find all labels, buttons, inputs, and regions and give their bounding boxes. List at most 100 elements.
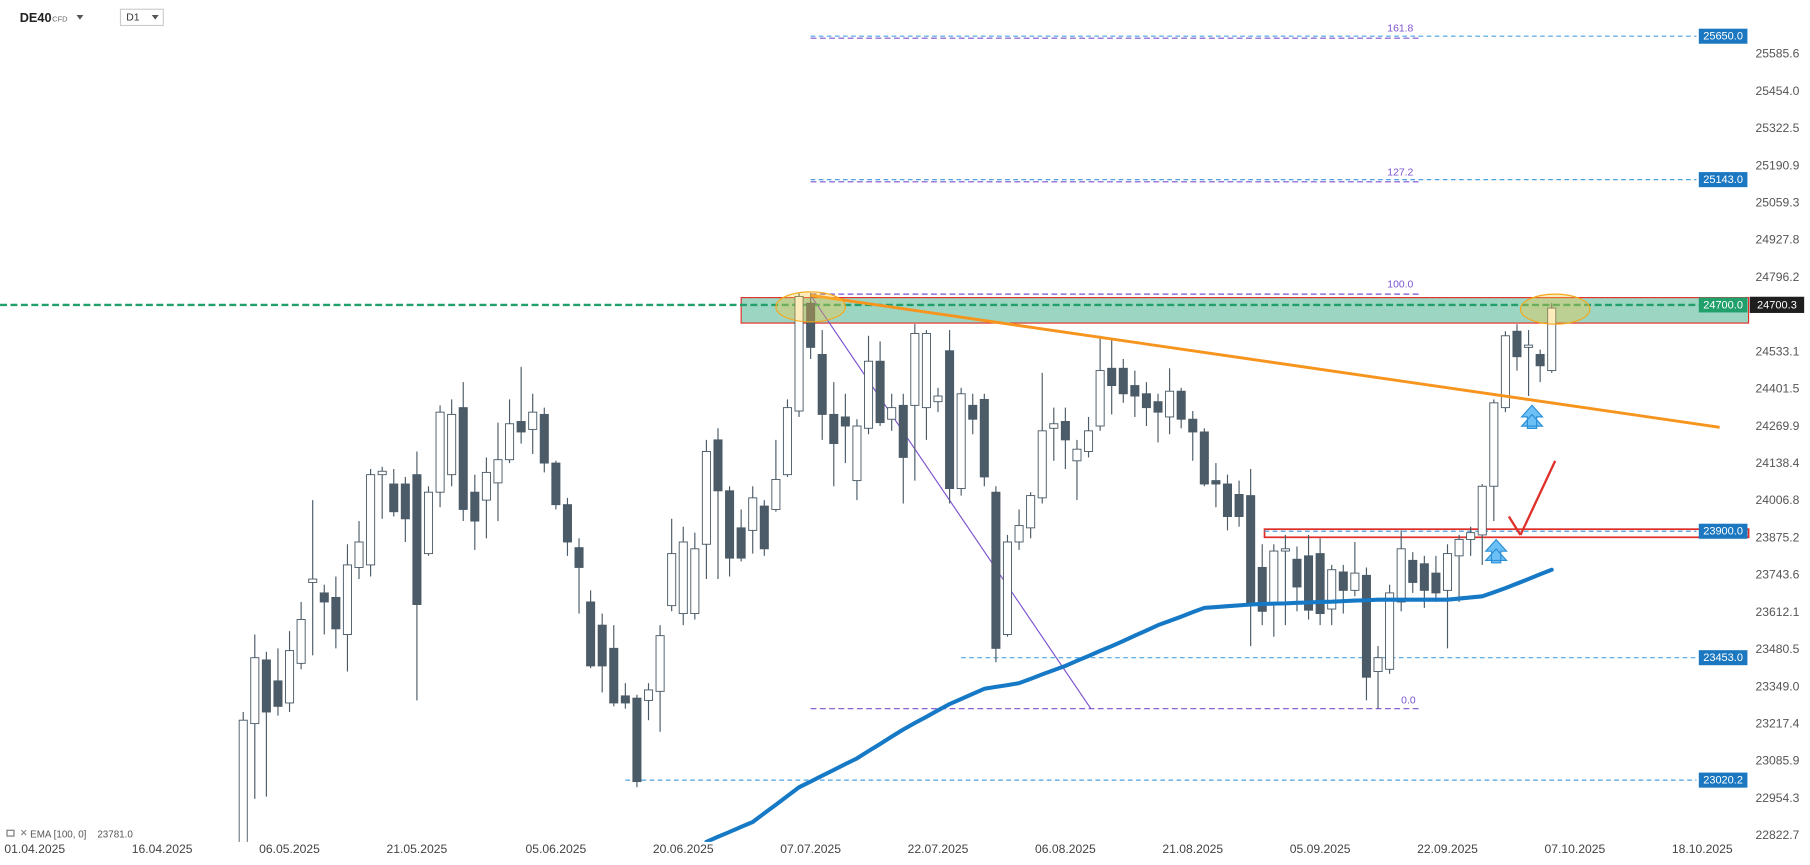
candle-body [342, 564, 352, 635]
candle-body [1327, 569, 1337, 610]
price-tag-label: 24700.0 [1703, 299, 1743, 311]
dropdown-icon[interactable] [76, 15, 84, 20]
candle-body [1002, 541, 1012, 635]
candle-body [1419, 563, 1429, 591]
candle-body [1373, 657, 1383, 673]
y-tick-label: 23612.1 [1756, 605, 1800, 619]
candle-body [1153, 401, 1163, 413]
candle-body [759, 505, 769, 550]
y-tick-label: 23743.6 [1756, 568, 1800, 582]
candle-body [1049, 423, 1059, 429]
y-tick-label: 22954.3 [1756, 791, 1800, 805]
y-tick-label: 23217.4 [1756, 717, 1800, 731]
current-price-label: 24700.3 [1757, 299, 1797, 311]
y-tick-label: 24796.2 [1756, 270, 1800, 284]
candle-body [586, 601, 596, 667]
symbol-selector[interactable]: DE40 CFD [20, 10, 84, 25]
y-tick-label: 24138.4 [1756, 456, 1800, 470]
symbol[interactable]: DE40 [20, 10, 52, 25]
up-arrow [1484, 538, 1508, 564]
candle-body [933, 395, 943, 403]
resistance-zone [740, 297, 1750, 324]
candle-body [1269, 550, 1279, 605]
candle-body [250, 657, 260, 725]
candle-body [1188, 418, 1198, 433]
candle-body [1547, 307, 1557, 372]
candle-body [1246, 495, 1256, 605]
y-tick-label: 24927.8 [1756, 233, 1800, 247]
x-tick-label: 22.09.2025 [1417, 842, 1478, 856]
candle-body [806, 302, 816, 348]
x-tick-label: 16.04.2025 [132, 842, 193, 856]
price-tag-label: 23900.0 [1703, 526, 1743, 538]
candle-body [829, 413, 839, 445]
candle-body [887, 407, 897, 420]
y-tick-label: 23349.0 [1756, 679, 1800, 693]
down-arrow [1507, 460, 1557, 536]
x-tick-label: 21.08.2025 [1162, 842, 1223, 856]
candle-body [1477, 485, 1487, 536]
candle-body [875, 360, 885, 424]
candle-body [516, 421, 526, 433]
timeframe-box[interactable] [119, 8, 164, 27]
x-tick-label: 21.05.2025 [387, 842, 448, 856]
candle-body [1292, 558, 1302, 588]
x-tick-label: 06.05.2025 [259, 842, 320, 856]
candle-body [1084, 430, 1094, 452]
candle-body [528, 411, 538, 430]
fib-label: 0.0 [1401, 695, 1416, 706]
candle-body [1361, 574, 1371, 678]
candle-body [1454, 538, 1464, 557]
candle-body [412, 474, 422, 605]
x-tick-label: 22.07.2025 [908, 842, 969, 856]
fib-label: 100.0 [1387, 280, 1413, 291]
candle-body [1211, 480, 1221, 485]
candle-body [1535, 353, 1545, 367]
candle-body [678, 541, 688, 615]
legend-icon: ✕ [20, 828, 28, 838]
candle-body [898, 404, 908, 458]
candle-body [354, 541, 364, 568]
candle-body [261, 659, 271, 713]
candle-body [852, 425, 862, 482]
highlight-ellipse [775, 291, 846, 323]
candle-body [273, 680, 283, 707]
x-tick-label: 20.06.2025 [653, 842, 714, 856]
candle-body [864, 360, 874, 429]
timeframe-selector[interactable]: D1 [119, 8, 164, 27]
price-tag-label: 23020.2 [1703, 775, 1743, 787]
trend-line [810, 294, 1092, 709]
dropdown-icon[interactable] [151, 15, 159, 20]
candle-body [1107, 367, 1117, 387]
candle-body [945, 350, 955, 489]
indicator-value: 23781.0 [97, 829, 133, 840]
candle-body [1396, 548, 1406, 603]
candle-body [493, 459, 503, 484]
price-tag-label: 23453.0 [1703, 652, 1743, 664]
candle-body [643, 689, 654, 701]
candle-body [539, 413, 549, 464]
arrow-shaft [1519, 460, 1557, 536]
candle-body [1257, 566, 1267, 612]
arrow-head [1507, 515, 1522, 536]
y-tick-label: 25454.0 [1756, 84, 1800, 98]
candle-body [1442, 553, 1453, 591]
candle-body [1524, 344, 1534, 348]
candle-body [1118, 367, 1128, 395]
candle-body [435, 411, 445, 493]
timeframe[interactable]: D1 [126, 13, 140, 24]
candle-body [690, 548, 700, 615]
indicator-legend: ✕ EMA [100, 0] 23781.0 [6, 828, 133, 840]
candle-body [956, 393, 966, 489]
y-tick-label: 24006.8 [1756, 493, 1800, 507]
price-tag-label: 25143.0 [1703, 174, 1743, 186]
candle-body [782, 407, 792, 476]
candle-body [1466, 532, 1476, 540]
candle-body [609, 647, 619, 704]
candle-body [331, 596, 341, 630]
indicator-name: EMA [100, 0] [30, 829, 87, 840]
instrument[interactable]: CFD [52, 15, 68, 24]
y-tick-label: 23480.5 [1756, 642, 1800, 656]
price-tag [1698, 523, 1748, 539]
axes: 25585.6 25454.0 25322.5 25190.9 25059.3 24927… [4, 28, 1805, 856]
